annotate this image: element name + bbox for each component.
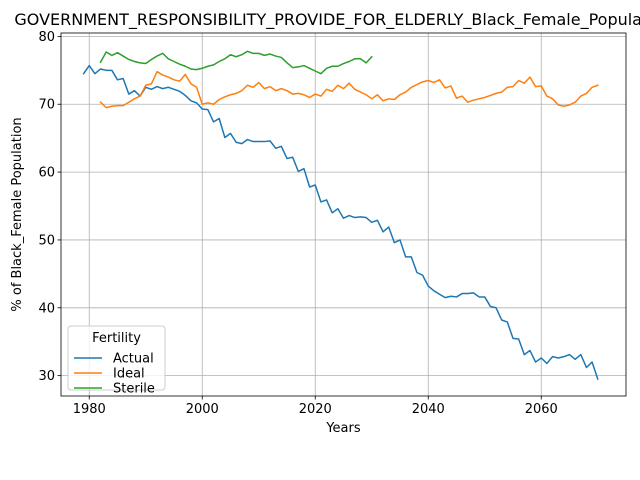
y-tick-label: 60 [38, 166, 55, 181]
y-axis-label: % of Black_Female Population [10, 117, 25, 311]
y-tick-label: 40 [38, 301, 55, 316]
x-axis-label: Years [325, 421, 361, 436]
y-tick-label: 30 [38, 369, 55, 384]
x-tick-label: 2000 [186, 402, 219, 417]
x-tick-label: 2020 [299, 402, 332, 417]
legend-label-ideal: Ideal [113, 367, 145, 382]
legend-title: Fertility [92, 331, 141, 346]
legend-label-actual: Actual [113, 352, 154, 367]
x-tick-label: 2060 [525, 402, 558, 417]
y-tick-label: 80 [38, 30, 55, 45]
x-tick-label: 1980 [73, 402, 106, 417]
y-tick-label: 50 [38, 233, 55, 248]
chart-title: GOVERNMENT_RESPONSIBILITY_PROVIDE_FOR_EL… [14, 10, 640, 30]
x-tick-label: 2040 [412, 402, 445, 417]
legend-label-sterile: Sterile [113, 382, 155, 397]
y-tick-label: 70 [38, 98, 55, 113]
